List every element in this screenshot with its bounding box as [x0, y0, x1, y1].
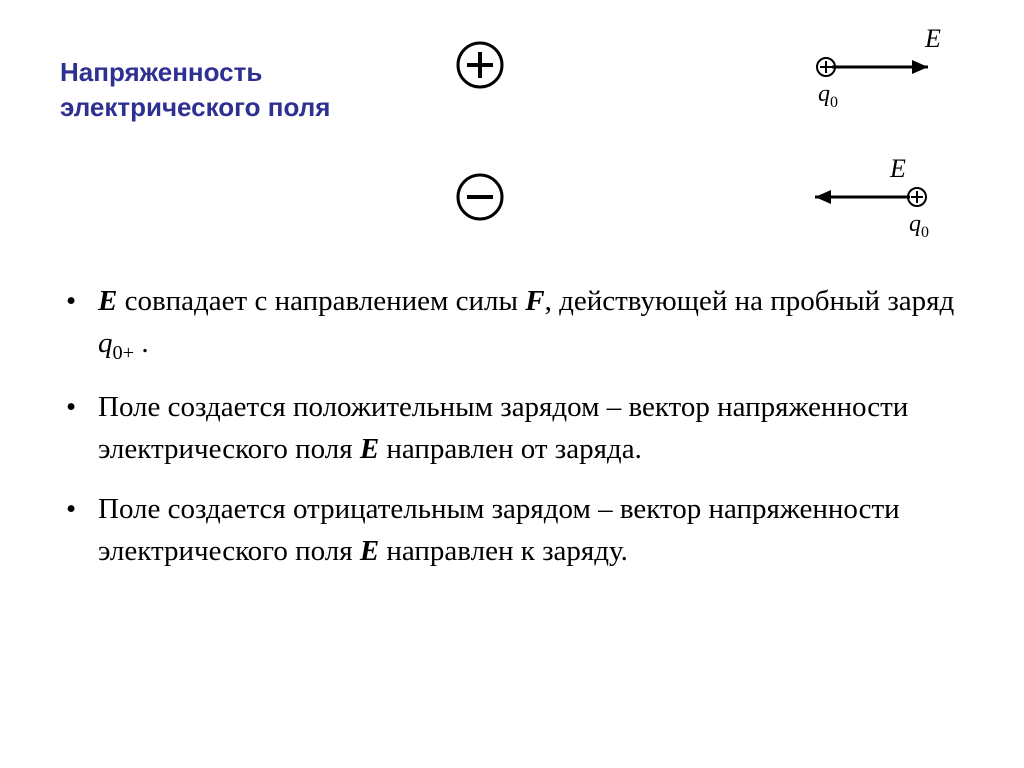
q-subscript: 0+: [113, 342, 135, 364]
e-symbol: E: [98, 285, 117, 317]
e-symbol-2: E: [360, 433, 379, 465]
q-label-neg: q: [909, 211, 921, 237]
bullet-1-mid1: совпадает с направлением силы: [117, 285, 525, 317]
q-label: q: [818, 81, 830, 107]
bullet-1-mid2: , действующей на пробный заряд: [545, 285, 955, 317]
f-symbol: F: [525, 285, 544, 317]
slide: Напряженность электрического поля E q 0 …: [0, 0, 1024, 768]
negative-field-vector: E q 0: [795, 155, 955, 255]
e-symbol-3: E: [360, 535, 379, 567]
bullet-2-tail: направлен от заряда.: [379, 433, 642, 465]
bullet-3-tail: направлен к заряду.: [379, 535, 628, 567]
bullet-3: Поле создается отрицательным зарядом – в…: [60, 488, 960, 572]
bullet-2: Поле создается положительным зарядом – в…: [60, 386, 960, 470]
q-sub-neg: 0: [921, 224, 929, 241]
bullet-1: E совпадает с направлением силы F, дейст…: [60, 280, 960, 368]
bullet-1-tail: .: [134, 327, 149, 359]
slide-title: Напряженность электрического поля: [60, 55, 380, 125]
positive-field-vector: E q 0: [800, 25, 960, 125]
bullet-list: E совпадает с направлением силы F, дейст…: [60, 280, 960, 590]
q-symbol: q: [98, 327, 113, 359]
positive-source-charge: [450, 35, 510, 95]
negative-source-charge: [450, 167, 510, 227]
e-label: E: [924, 25, 941, 53]
q-sub: 0: [830, 94, 838, 111]
e-label-neg: E: [889, 155, 906, 183]
